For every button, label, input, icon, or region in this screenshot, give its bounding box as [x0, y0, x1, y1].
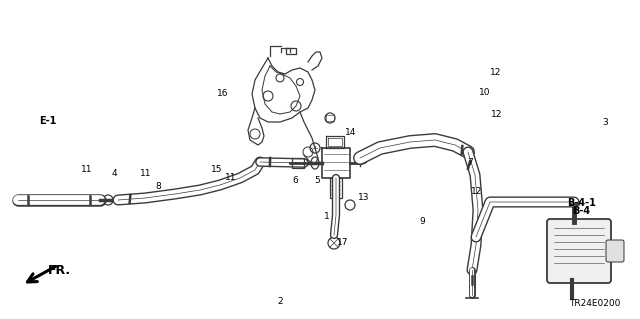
FancyBboxPatch shape — [606, 240, 624, 262]
Text: 4: 4 — [111, 169, 116, 178]
Text: 1: 1 — [324, 212, 329, 221]
Text: 11: 11 — [225, 173, 236, 182]
Text: 12: 12 — [471, 187, 483, 196]
Text: 11: 11 — [140, 169, 152, 178]
Text: 16: 16 — [217, 89, 228, 98]
Text: 11: 11 — [81, 165, 92, 174]
Text: 14: 14 — [345, 128, 356, 137]
Text: 8: 8 — [156, 182, 161, 191]
Text: B-4-1: B-4-1 — [566, 197, 596, 208]
Text: 7: 7 — [468, 158, 473, 167]
Text: 13: 13 — [358, 193, 370, 202]
Text: 6: 6 — [293, 176, 298, 185]
FancyBboxPatch shape — [547, 219, 611, 283]
Text: 10: 10 — [479, 88, 491, 97]
Text: 3: 3 — [603, 118, 608, 127]
Text: 17: 17 — [337, 238, 349, 247]
Text: B-4: B-4 — [572, 205, 590, 216]
Text: E-1: E-1 — [39, 116, 57, 126]
Text: 15: 15 — [211, 165, 222, 174]
Text: 9: 9 — [420, 217, 425, 226]
Text: FR.: FR. — [48, 263, 71, 277]
Text: 5: 5 — [314, 176, 319, 185]
Text: 12: 12 — [490, 68, 502, 77]
Text: TR24E0200: TR24E0200 — [568, 299, 620, 308]
Text: 12: 12 — [491, 110, 502, 119]
Text: 2: 2 — [278, 297, 283, 306]
